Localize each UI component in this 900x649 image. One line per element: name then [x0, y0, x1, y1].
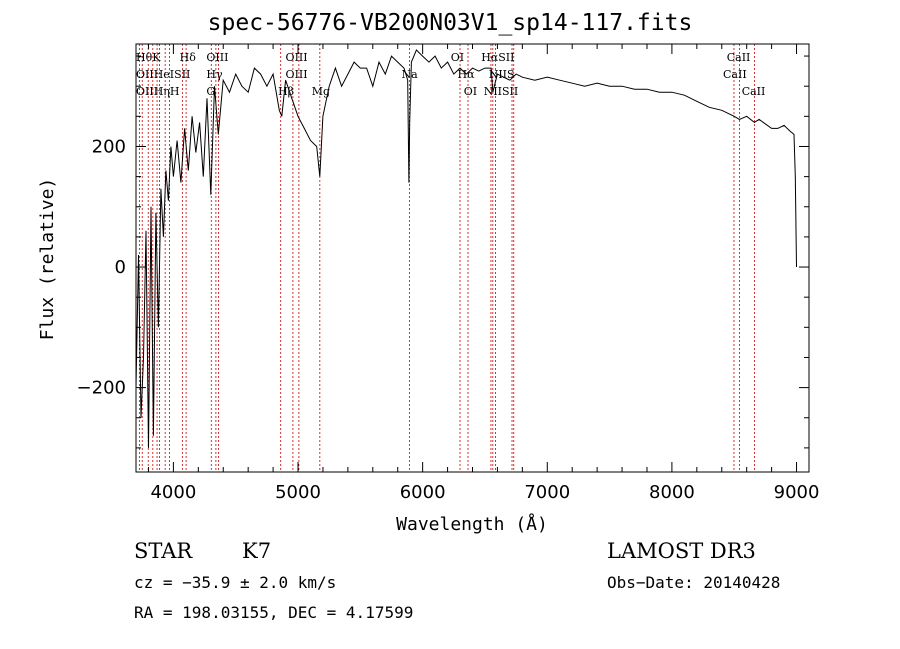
- line-label: CaII: [723, 68, 747, 81]
- line-label: OI: [464, 85, 477, 98]
- object-type: STAR: [134, 539, 193, 563]
- axis-ticks: [136, 44, 809, 472]
- y-tick-label: −200: [77, 378, 126, 399]
- plot-frame: [135, 43, 810, 473]
- line-label: OIII: [286, 51, 308, 64]
- line-label: Mg: [312, 85, 330, 98]
- x-tick-label: 7000: [524, 482, 570, 503]
- observation-date: Obs−Date: 20140428: [607, 573, 781, 592]
- line-label: OIIHηH: [136, 85, 179, 98]
- ra-dec-coordinates: RA = 198.03155, DEC = 4.17599: [134, 603, 414, 622]
- line-label: NIISII: [484, 85, 519, 98]
- line-label: CaII: [727, 51, 751, 64]
- x-tick-label: 4000: [150, 482, 196, 503]
- line-label: HαSII: [481, 51, 514, 64]
- line-label: Hβ: [278, 85, 294, 98]
- chart-title: spec-56776-VB200N03V1_sp14-117.fits: [207, 10, 693, 36]
- x-axis-label: Wavelength (Å): [396, 513, 548, 535]
- y-tick-label: 200: [92, 136, 126, 157]
- x-tick-label: 6000: [400, 482, 446, 503]
- line-label: HθK: [136, 51, 161, 64]
- spectrum-line: [135, 49, 797, 448]
- line-label: Hδ: [180, 51, 197, 64]
- emission-line-markers: [138, 44, 755, 472]
- x-tick-label: 9000: [774, 482, 820, 503]
- spectral-subclass: K7: [242, 539, 272, 563]
- line-label: Hγ: [206, 68, 223, 81]
- line-label: NIIS: [489, 68, 515, 81]
- line-label: Na: [401, 68, 418, 81]
- emission-line-labels: HθK Hδ OIII OIII OI HαSII CaII OIIHeISII Hγ OIII N…: [136, 51, 765, 98]
- redshift-velocity: cz = −35.9 ± 2.0 km/s: [134, 573, 337, 592]
- axis-tick-labels: 4000 5000 6000 7000 8000 9000 −200 0 200: [77, 136, 820, 503]
- y-tick-label: 0: [115, 257, 126, 278]
- line-label: OI: [451, 51, 464, 64]
- x-tick-label: 8000: [649, 482, 695, 503]
- line-label: OIII: [286, 68, 308, 81]
- line-label: G: [206, 85, 215, 98]
- spectrum-series: [135, 49, 797, 448]
- line-label: CaII: [742, 85, 766, 98]
- y-axis-label: Flux (relative): [37, 178, 58, 341]
- survey-name: LAMOST DR3: [607, 539, 756, 563]
- line-label: OIII: [206, 51, 228, 64]
- line-label: OIIHeISII: [136, 68, 190, 81]
- x-tick-label: 5000: [275, 482, 321, 503]
